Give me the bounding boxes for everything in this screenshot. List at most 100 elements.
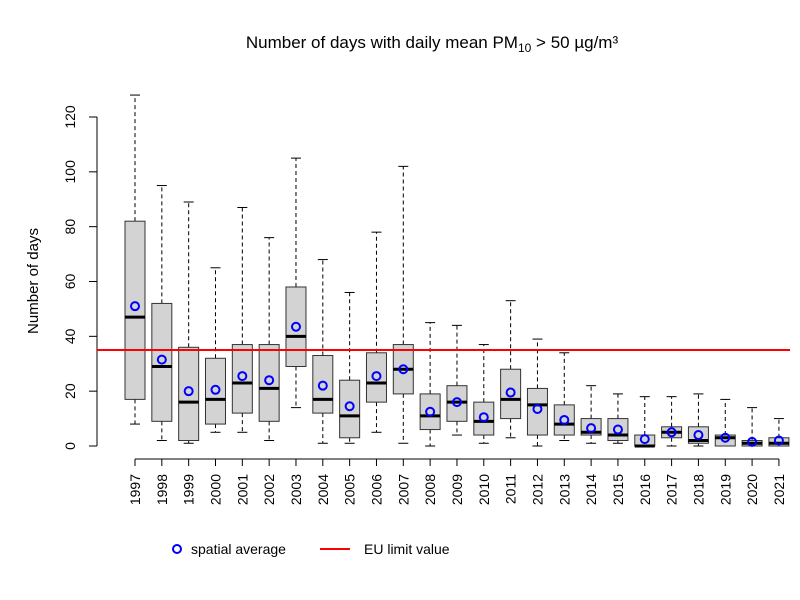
- mean-marker-2006: [371, 371, 382, 382]
- box-iqr: [553, 404, 575, 436]
- box-iqr: [231, 344, 253, 414]
- legend: spatial average EU limit value: [172, 541, 450, 557]
- x-tick-label: 2018: [690, 474, 706, 505]
- mean-marker-1998: [156, 354, 167, 365]
- x-tick-label: 2016: [637, 474, 653, 505]
- box-2009: [446, 324, 468, 436]
- x-tick-label: 2019: [717, 474, 733, 505]
- y-axis-label: Number of days: [25, 228, 42, 334]
- mean-marker-2005: [344, 401, 355, 412]
- box-2010: [473, 344, 495, 444]
- mean-marker-2010: [478, 412, 489, 423]
- box-iqr: [285, 286, 307, 367]
- box-2018: [687, 393, 709, 447]
- legend-mean-marker: [172, 544, 182, 554]
- mean-marker-2019: [720, 432, 731, 443]
- x-tick-label: 2012: [529, 474, 545, 505]
- mean-marker-2020: [747, 436, 758, 447]
- box-iqr: [151, 302, 173, 422]
- box-iqr: [473, 401, 495, 436]
- box-2017: [661, 396, 683, 447]
- box-iqr: [178, 346, 200, 442]
- mean-marker-2008: [425, 406, 436, 417]
- mean-marker-2015: [612, 424, 623, 435]
- x-tick-label: 2001: [234, 474, 250, 505]
- y-tick-label: 120: [62, 105, 78, 129]
- x-tick-label: 2008: [422, 474, 438, 505]
- mean-marker-2021: [773, 435, 784, 446]
- mean-marker-2004: [317, 380, 328, 391]
- x-tick-label: 1997: [127, 474, 143, 505]
- boxes: [124, 94, 790, 448]
- mean-marker-2003: [290, 321, 301, 332]
- box-2015: [607, 393, 629, 444]
- box-1998: [151, 185, 173, 442]
- y-tick-label: 100: [62, 160, 78, 184]
- box-iqr: [365, 352, 387, 403]
- box-2005: [339, 291, 361, 444]
- mean-marker-2001: [237, 371, 248, 382]
- x-tick-label: 2014: [583, 474, 599, 505]
- box-2011: [500, 300, 522, 439]
- box-iqr: [258, 344, 280, 422]
- box-2019: [714, 398, 736, 447]
- mean-marker-2016: [639, 434, 650, 445]
- mean-marker-2018: [693, 430, 704, 441]
- x-tick-label: 2004: [315, 474, 331, 505]
- mean-marker-1999: [183, 386, 194, 397]
- box-iqr: [500, 368, 522, 420]
- box-1997: [124, 94, 146, 425]
- y-tick-label: 20: [62, 383, 78, 399]
- x-tick-label: 2021: [771, 474, 787, 505]
- mean-marker-2011: [505, 387, 516, 398]
- mean-marker-2009: [451, 397, 462, 408]
- y-tick-label: 60: [62, 274, 78, 290]
- x-tick-label: 2017: [664, 474, 680, 505]
- x-tick-label: 2020: [744, 474, 760, 505]
- box-2008: [419, 322, 441, 447]
- mean-marker-2013: [559, 414, 570, 425]
- x-tick-label: 2009: [449, 474, 465, 505]
- legend-label-spatial-average: spatial average: [191, 541, 286, 557]
- x-tick-label: 2003: [288, 474, 304, 505]
- box-iqr: [339, 379, 361, 439]
- x-tick-label: 2007: [395, 474, 411, 505]
- box-2014: [580, 385, 602, 444]
- box-2003: [285, 157, 307, 409]
- y-tick-label: 80: [62, 219, 78, 235]
- legend-label-eu-limit: EU limit value: [364, 541, 450, 557]
- x-tick-label: 2010: [476, 474, 492, 505]
- y-tick-label: 0: [62, 442, 78, 450]
- x-tick-label: 1999: [181, 474, 197, 505]
- box-iqr: [607, 418, 629, 442]
- box-iqr: [419, 393, 441, 431]
- box-2002: [258, 237, 280, 442]
- mean-marker-2017: [666, 427, 677, 438]
- box-iqr: [312, 355, 334, 414]
- mean-marker-2007: [398, 364, 409, 375]
- y-axis: 0 20 40 60 80 100 120: [62, 105, 98, 450]
- x-tick-label: 2011: [503, 474, 519, 504]
- chart-title-suffix: > 50 µg/m³: [531, 33, 618, 52]
- x-tick-label: 2002: [261, 474, 277, 505]
- box-2001: [231, 206, 253, 433]
- box-2006: [365, 231, 387, 433]
- mean-marker-2000: [210, 384, 221, 395]
- mean-marker-2014: [586, 423, 597, 434]
- box-iqr: [714, 434, 736, 447]
- box-2021: [768, 418, 790, 447]
- box-iqr: [526, 387, 548, 436]
- box-2013: [553, 352, 575, 442]
- box-2000: [204, 267, 226, 433]
- box-2004: [312, 259, 334, 444]
- box-iqr: [634, 434, 656, 447]
- mean-marker-2012: [532, 403, 543, 414]
- x-tick-label: 2013: [556, 474, 572, 505]
- chart-title-subscript: 10: [518, 41, 532, 55]
- x-tick-label: 2015: [610, 474, 626, 505]
- box-1999: [178, 201, 200, 444]
- box-2007: [392, 165, 414, 444]
- box-iqr: [204, 357, 226, 425]
- x-tick-label: 2000: [207, 474, 223, 505]
